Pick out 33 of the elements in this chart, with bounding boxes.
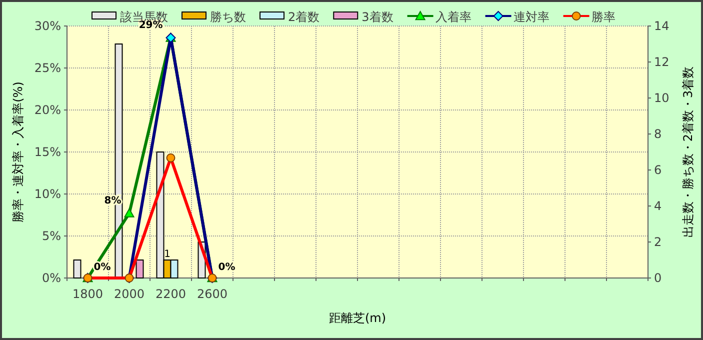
x-tick-label: 2600 [196, 287, 228, 301]
legend-label: 勝率 [591, 10, 616, 24]
y2-tick-label: 8 [654, 127, 662, 141]
bar [136, 260, 144, 278]
y2-tick-label: 0 [654, 271, 662, 285]
x-tick-label: 2200 [155, 287, 186, 301]
y-tick-label: 20% [34, 103, 61, 117]
x-tick-label: 2000 [114, 287, 145, 301]
legend-label: 2着数 [288, 10, 320, 24]
legend-label: 連対率 [513, 10, 550, 24]
y-tick-label: 30% [34, 19, 61, 33]
y2-axis-title: 出走数・勝ち数・2着数・3着数 [681, 66, 695, 238]
y2-tick-label: 4 [654, 199, 662, 213]
y-tick-label: 10% [34, 187, 61, 201]
y2-tick-label: 10 [654, 91, 670, 105]
y-tick-label: 25% [34, 61, 61, 75]
bar [73, 260, 82, 278]
legend-label: 入着率 [435, 10, 472, 24]
y2-tick-label: 12 [654, 55, 670, 69]
y-axis-title: 勝率・連対率・入着率(%) [11, 82, 25, 222]
legend-label: 勝ち数 [210, 10, 246, 24]
x-tick-label: 1800 [72, 287, 104, 301]
legend-label: 3着数 [362, 10, 394, 24]
y2-tick-label: 14 [654, 19, 670, 33]
data-label: 1 [164, 249, 170, 260]
y-tick-label: 15% [34, 145, 61, 159]
y-tick-label: 0% [42, 271, 61, 285]
y-tick-label: 5% [42, 229, 61, 243]
y2-tick-label: 2 [654, 235, 662, 249]
y2-tick-label: 6 [654, 163, 662, 177]
point [124, 208, 134, 218]
data-label: 0% [218, 262, 236, 273]
x-axis-title: 距離芝(m) [328, 311, 386, 325]
